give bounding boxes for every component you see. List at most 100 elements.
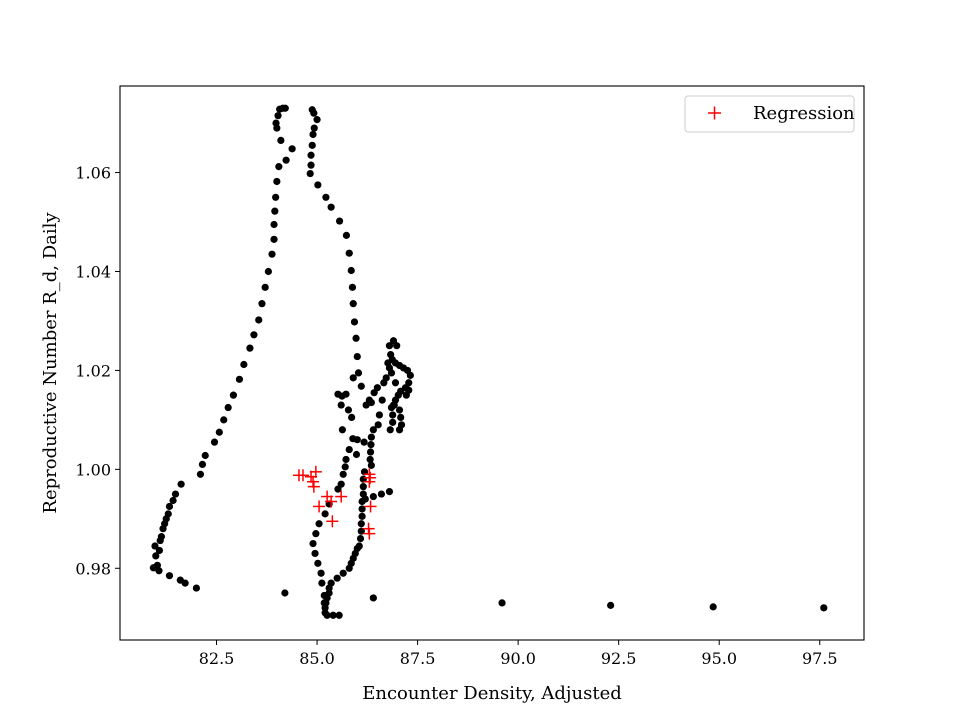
regression-point [296,469,309,482]
data-point [281,104,289,112]
data-point [385,342,394,350]
data-point [329,611,337,619]
data-point [357,382,365,390]
data-point [358,512,366,520]
data-point [320,599,328,607]
data-point [353,352,361,361]
data-point [255,316,263,324]
data-point [358,505,366,513]
data-point [313,116,321,124]
data-point [312,530,320,538]
data-point [352,450,361,459]
data-point [321,510,329,518]
data-point [384,359,392,367]
data-point [353,436,361,444]
data-point [339,569,347,577]
data-point [314,181,322,189]
regression-point [363,527,376,540]
data-point [288,145,296,153]
data-point [344,406,353,414]
data-point [345,564,353,572]
data-point [367,461,375,469]
data-point [362,401,370,409]
data-point [215,428,223,436]
data-point [310,109,318,117]
data-point [306,169,314,178]
data-point [345,249,353,257]
data-point [338,426,346,434]
data-point [310,124,318,132]
data-point [311,549,319,558]
y-tick-label: 1.04 [75,262,111,281]
data-point [354,369,363,377]
y-tick-label: 0.98 [75,559,111,578]
data-point [235,375,244,383]
regression-point [313,500,326,513]
points-layer [149,104,828,619]
data-point [366,448,375,456]
regression-point [362,522,375,535]
data-point [327,203,335,211]
data-point [342,231,351,239]
data-point [201,451,209,460]
y-axis-label: Reproductive Number R_d, Daily [40,212,61,514]
data-point [155,546,164,555]
data-point [367,441,375,449]
data-point [389,411,397,419]
data-point [309,130,317,139]
x-axis-label: Encounter Density, Adjusted [362,683,622,704]
data-point [155,567,163,575]
data-point [196,470,205,478]
x-tick-label: 97.5 [802,649,838,668]
data-point [386,426,394,434]
data-point [271,207,279,215]
data-point [378,396,386,404]
data-point [307,161,315,169]
data-point [277,136,285,145]
data-point [325,584,333,592]
data-point [377,490,386,498]
plot-area [120,86,864,640]
data-point [385,488,394,496]
data-point [339,470,347,478]
data-point [360,438,368,446]
data-point [318,579,326,587]
data-point [165,502,174,511]
regression-point [307,475,320,488]
legend-label-regression: Regression [753,103,855,124]
regression-point [326,515,339,528]
data-point [348,413,356,422]
data-point [375,411,383,419]
data-point [270,220,278,229]
data-point [282,156,290,164]
regression-point [364,500,377,513]
x-axis: 82.5 85.0 87.5 90.0 92.5 95.0 97.5 [199,640,838,668]
data-point [258,300,266,308]
data-point [352,334,360,342]
data-point [281,589,289,597]
data-point [153,561,162,569]
data-point [250,331,258,339]
data-point [322,193,330,201]
data-point [397,413,405,422]
data-point [391,379,400,387]
data-point [370,389,378,397]
data-point [359,483,367,491]
data-point [157,533,166,541]
data-point [366,455,374,464]
data-point [308,141,316,149]
data-point [820,604,828,612]
data-point [607,601,615,609]
data-point [367,433,375,441]
data-point [390,401,398,409]
data-point [498,599,506,607]
x-tick-label: 95.0 [701,649,737,668]
legend-box [684,95,855,133]
data-point [333,574,341,582]
data-point [709,603,717,611]
data-point [309,539,317,548]
data-point [395,426,404,434]
data-point [395,406,404,414]
data-point [224,403,232,412]
